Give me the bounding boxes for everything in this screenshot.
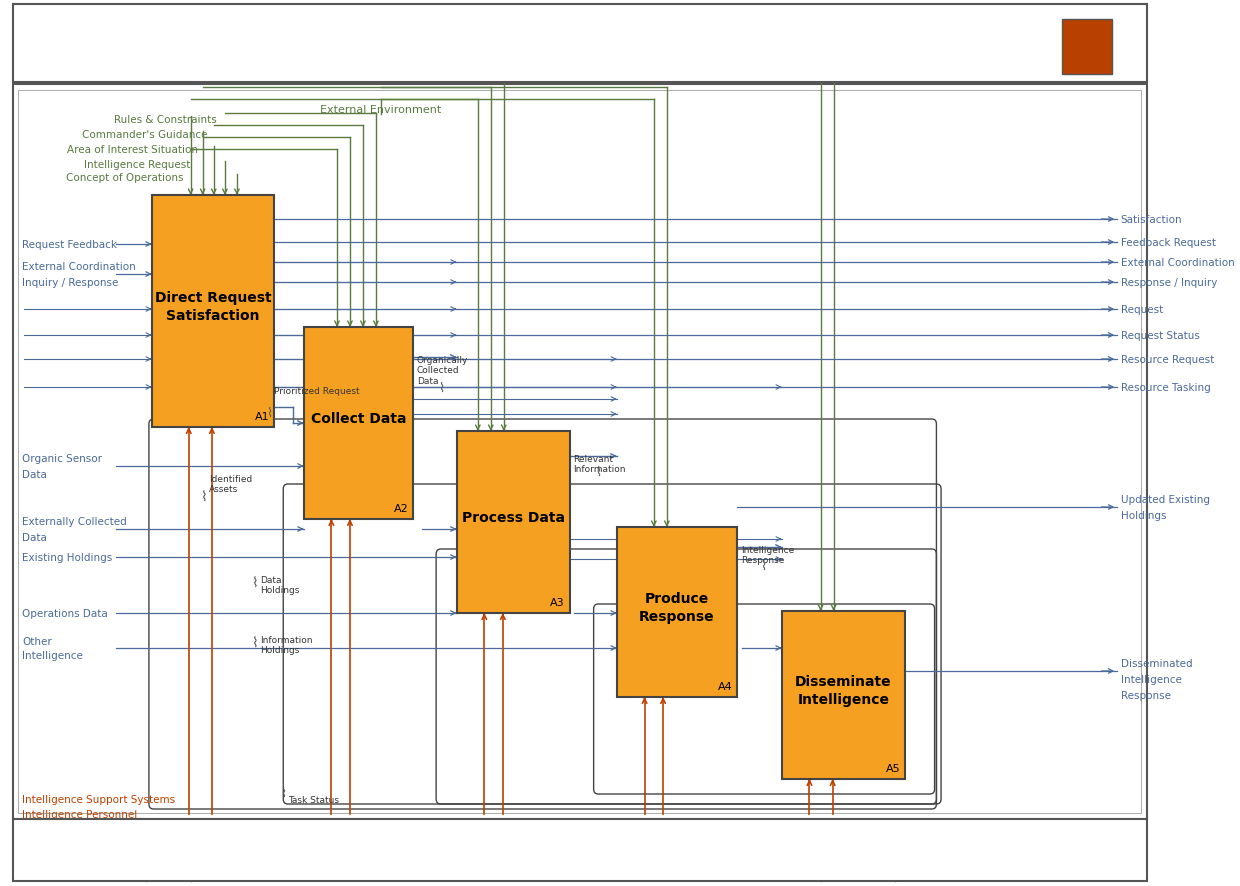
Text: Collect Data: Collect Data — [310, 411, 405, 425]
Text: 10/25/93: 10/25/93 — [577, 8, 627, 18]
Text: Intelligence Personnel: Intelligence Personnel — [22, 809, 138, 819]
Text: Organic Sensor: Organic Sensor — [22, 454, 102, 463]
Text: External Coordination: External Coordination — [1121, 258, 1235, 268]
Text: Holdings: Holdings — [1121, 510, 1167, 520]
Text: Other: Other — [22, 636, 52, 646]
Text: Rev:: Rev: — [546, 33, 564, 42]
Text: Organically
Collected
Data: Organically Collected Data — [417, 355, 467, 385]
Text: INCA Generic Intelligence Model: INCA Generic Intelligence Model — [210, 33, 377, 43]
Text: READER: READER — [815, 8, 857, 18]
Text: ⌇: ⌇ — [438, 381, 444, 394]
Text: Data: Data — [22, 532, 47, 542]
Text: 1  2  3  4  5  6  7  8  9  10: 1 2 3 4 5 6 7 8 9 10 — [210, 58, 341, 68]
Text: Data: Data — [22, 470, 47, 479]
Text: A3: A3 — [551, 597, 565, 607]
Text: D. Appleton Project Team: D. Appleton Project Team — [210, 8, 341, 18]
Text: ⌇: ⌇ — [280, 786, 286, 799]
Bar — [151, 196, 274, 428]
Text: Provide Intelligence to Military Operations: Provide Intelligence to Military Operati… — [290, 841, 722, 859]
Text: Rules & Constraints: Rules & Constraints — [114, 115, 217, 125]
Text: Direct Request
Satisfaction: Direct Request Satisfaction — [155, 291, 272, 323]
Bar — [1061, 20, 1112, 75]
Bar — [456, 431, 569, 613]
Bar — [12, 5, 1147, 83]
Bar — [304, 328, 413, 519]
Text: Request Feedback: Request Feedback — [22, 240, 117, 250]
Text: Commander's Guidance: Commander's Guidance — [82, 130, 207, 140]
Text: RECOMMENDED: RECOMMENDED — [639, 59, 718, 69]
Text: External Coordination: External Coordination — [22, 261, 135, 272]
Text: Externally Collected: Externally Collected — [22, 517, 126, 526]
Bar — [12, 85, 1147, 819]
Text: A5: A5 — [885, 763, 900, 773]
Bar — [616, 527, 738, 697]
Text: Prioritized Request: Prioritized Request — [274, 386, 360, 395]
Text: Identified
Assets: Identified Assets — [210, 475, 253, 494]
Text: Relevant
Information: Relevant Information — [573, 455, 626, 474]
Text: A0: A0 — [153, 840, 185, 860]
Text: Request Status: Request Status — [1121, 330, 1199, 340]
Bar — [19, 91, 1141, 813]
Text: ⌇: ⌇ — [267, 406, 273, 419]
Text: WORKING: WORKING — [639, 8, 696, 18]
Text: Disseminated: Disseminated — [1121, 658, 1193, 668]
Text: Viewpoint:: Viewpoint: — [822, 822, 870, 831]
Text: Intelligence: Intelligence — [1121, 674, 1182, 684]
Text: Feedback Request: Feedback Request — [1121, 237, 1215, 248]
Text: Updated Existing: Updated Existing — [1121, 494, 1210, 504]
Text: Commander, Intelligence: Commander, Intelligence — [914, 843, 1127, 858]
Text: 2/27/96: 2/27/96 — [577, 33, 621, 43]
Text: Intelligence
Response: Intelligence Response — [742, 546, 794, 564]
Text: Author:: Author: — [149, 8, 182, 17]
Text: Concept of Operations: Concept of Operations — [66, 173, 184, 183]
Text: Node:: Node: — [15, 822, 41, 831]
Text: ⌇: ⌇ — [595, 465, 601, 478]
Text: Electronic file name:: Electronic file name: — [15, 7, 108, 16]
Text: Satisfaction: Satisfaction — [1121, 214, 1183, 225]
Text: Information
Holdings: Information Holdings — [260, 635, 312, 655]
Text: CONTEXT:: CONTEXT: — [1027, 8, 1079, 18]
Text: Response: Response — [1121, 690, 1171, 700]
Text: Generic Model: Generic Model — [12, 35, 146, 53]
Bar — [12, 819, 1147, 881]
Text: Inquiry / Response: Inquiry / Response — [22, 277, 118, 288]
Text: A2: A2 — [393, 503, 408, 513]
Text: A4: A4 — [718, 681, 733, 691]
Text: ⌇: ⌇ — [760, 559, 766, 571]
Text: Task Status: Task Status — [288, 795, 339, 804]
Text: A1: A1 — [254, 411, 269, 422]
Text: Project:: Project: — [149, 33, 184, 42]
Text: External Environment: External Environment — [320, 105, 441, 115]
Text: ⌇: ⌇ — [201, 489, 208, 503]
Text: Intelligence Support Systems: Intelligence Support Systems — [22, 794, 175, 804]
Text: Response / Inquiry: Response / Inquiry — [1121, 277, 1218, 288]
Text: Disseminate
Intelligence: Disseminate Intelligence — [795, 674, 892, 706]
Text: Notes:: Notes: — [149, 58, 177, 67]
Text: Produce
Response: Produce Response — [639, 591, 714, 624]
Text: Intelligence: Intelligence — [22, 650, 83, 660]
Text: Data
Holdings: Data Holdings — [260, 575, 300, 595]
Text: Request: Request — [1121, 305, 1163, 315]
Text: Process Data: Process Data — [461, 510, 564, 525]
Text: Resource Tasking: Resource Tasking — [1121, 383, 1210, 392]
Bar — [781, 611, 905, 779]
Text: Date:: Date: — [546, 8, 570, 17]
Text: DATE: DATE — [925, 8, 952, 18]
Text: Operations Data: Operations Data — [22, 609, 108, 618]
Text: Intelligence Request: Intelligence Request — [84, 159, 191, 170]
Text: X: X — [620, 8, 626, 18]
Text: ⌇: ⌇ — [252, 635, 259, 649]
Text: 11:08 AM: 11:08 AM — [577, 51, 622, 61]
Text: Area of Interest Situation: Area of Interest Situation — [67, 144, 198, 155]
Text: Existing Holdings: Existing Holdings — [22, 552, 113, 563]
Text: Resource Request: Resource Request — [1121, 354, 1214, 364]
Text: ⌇: ⌇ — [252, 575, 259, 589]
Text: DRAFT: DRAFT — [639, 33, 671, 43]
Text: Title:: Title: — [192, 822, 215, 831]
